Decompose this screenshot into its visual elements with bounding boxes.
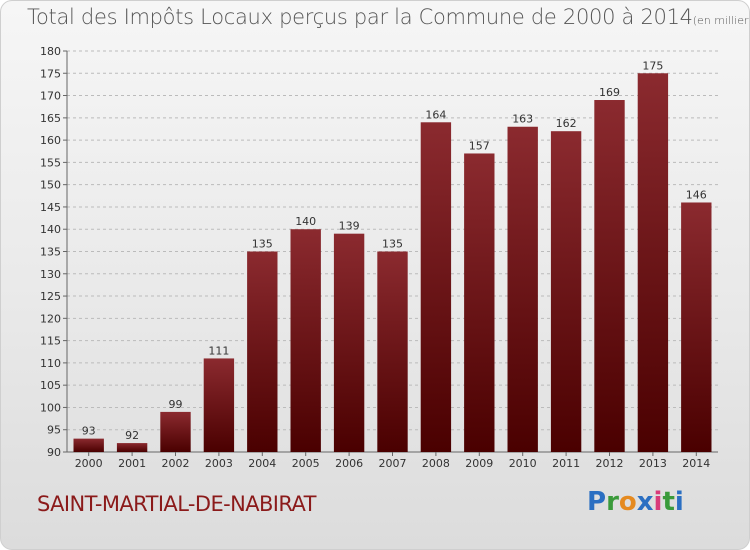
y-tick-label: 175 bbox=[40, 67, 61, 80]
bar-value-label: 135 bbox=[382, 238, 403, 251]
bar bbox=[681, 202, 712, 452]
x-tick-label: 2007 bbox=[379, 457, 407, 470]
y-tick-label: 130 bbox=[40, 268, 61, 281]
y-tick-label: 125 bbox=[40, 290, 61, 303]
bar-value-label: 140 bbox=[295, 215, 316, 228]
logo-letter: x bbox=[636, 487, 654, 517]
x-tick-label: 2005 bbox=[292, 457, 320, 470]
proxiti-logo[interactable]: Proxiti bbox=[587, 487, 684, 517]
bar bbox=[247, 251, 278, 452]
bar bbox=[507, 126, 538, 452]
bar-value-label: 164 bbox=[425, 108, 446, 121]
x-tick-label: 2002 bbox=[162, 457, 190, 470]
logo-letter: i bbox=[674, 487, 684, 517]
x-tick-label: 2010 bbox=[509, 457, 537, 470]
y-tick-label: 155 bbox=[40, 156, 61, 169]
y-tick-label: 105 bbox=[40, 379, 61, 392]
bar-value-label: 93 bbox=[82, 425, 96, 438]
y-tick-label: 150 bbox=[40, 179, 61, 192]
bar bbox=[377, 251, 408, 452]
title-text: Total des Impôts Locaux perçus par la Co… bbox=[27, 5, 693, 29]
bar bbox=[464, 153, 495, 452]
y-tick-label: 160 bbox=[40, 134, 61, 147]
y-tick-label: 95 bbox=[47, 424, 61, 437]
bar bbox=[203, 358, 235, 452]
x-tick-label: 2003 bbox=[205, 457, 233, 470]
bar bbox=[637, 73, 669, 453]
bar-value-label: 135 bbox=[252, 238, 273, 251]
y-tick-label: 120 bbox=[40, 312, 61, 325]
logo-letter: t bbox=[662, 487, 675, 517]
y-tick-label: 110 bbox=[40, 357, 61, 370]
y-tick-label: 145 bbox=[40, 201, 61, 214]
bar bbox=[116, 443, 148, 452]
bar bbox=[333, 233, 365, 452]
y-tick-label: 140 bbox=[40, 223, 61, 236]
logo-letter: r bbox=[606, 487, 619, 517]
x-tick-label: 2008 bbox=[422, 457, 450, 470]
x-tick-label: 2009 bbox=[465, 457, 493, 470]
x-tick-label: 2000 bbox=[75, 457, 103, 470]
x-tick-label: 2006 bbox=[335, 457, 363, 470]
bar-value-label: 162 bbox=[556, 117, 577, 130]
bar-value-label: 111 bbox=[208, 344, 229, 357]
x-tick-label: 2001 bbox=[118, 457, 146, 470]
y-tick-label: 100 bbox=[40, 401, 61, 414]
y-tick-label: 180 bbox=[40, 45, 61, 58]
bar-value-label: 163 bbox=[512, 113, 533, 126]
chart-title: Total des Impôts Locaux perçus par la Co… bbox=[27, 5, 749, 29]
y-tick-label: 135 bbox=[40, 246, 61, 259]
bar bbox=[73, 438, 104, 452]
chart-subtitle: (en milliers d'€) bbox=[692, 14, 749, 27]
x-tick-label: 2011 bbox=[552, 457, 580, 470]
x-tick-label: 2014 bbox=[682, 457, 710, 470]
y-tick-label: 165 bbox=[40, 112, 61, 125]
y-tick-label: 170 bbox=[40, 90, 61, 103]
bar-value-label: 139 bbox=[339, 220, 360, 233]
bar-value-label: 169 bbox=[599, 86, 620, 99]
bar bbox=[594, 100, 625, 452]
bar bbox=[290, 229, 321, 452]
bar bbox=[420, 122, 452, 453]
bar-value-label: 99 bbox=[169, 398, 183, 411]
logo-letter: P bbox=[587, 487, 607, 517]
bar-value-label: 92 bbox=[125, 429, 139, 442]
y-tick-label: 90 bbox=[47, 446, 61, 459]
bar bbox=[160, 411, 191, 452]
bar-value-label: 146 bbox=[686, 188, 707, 201]
logo-letter: o bbox=[618, 487, 637, 517]
bar-value-label: 157 bbox=[469, 139, 490, 152]
logo-letter: i bbox=[653, 487, 663, 517]
x-tick-label: 2004 bbox=[248, 457, 276, 470]
x-tick-label: 2013 bbox=[639, 457, 667, 470]
x-tick-label: 2012 bbox=[596, 457, 624, 470]
commune-name: SAINT-MARTIAL-DE-NABIRAT bbox=[37, 492, 317, 516]
bar-value-label: 175 bbox=[642, 59, 663, 72]
bar bbox=[550, 131, 582, 452]
y-tick-label: 115 bbox=[40, 335, 61, 348]
